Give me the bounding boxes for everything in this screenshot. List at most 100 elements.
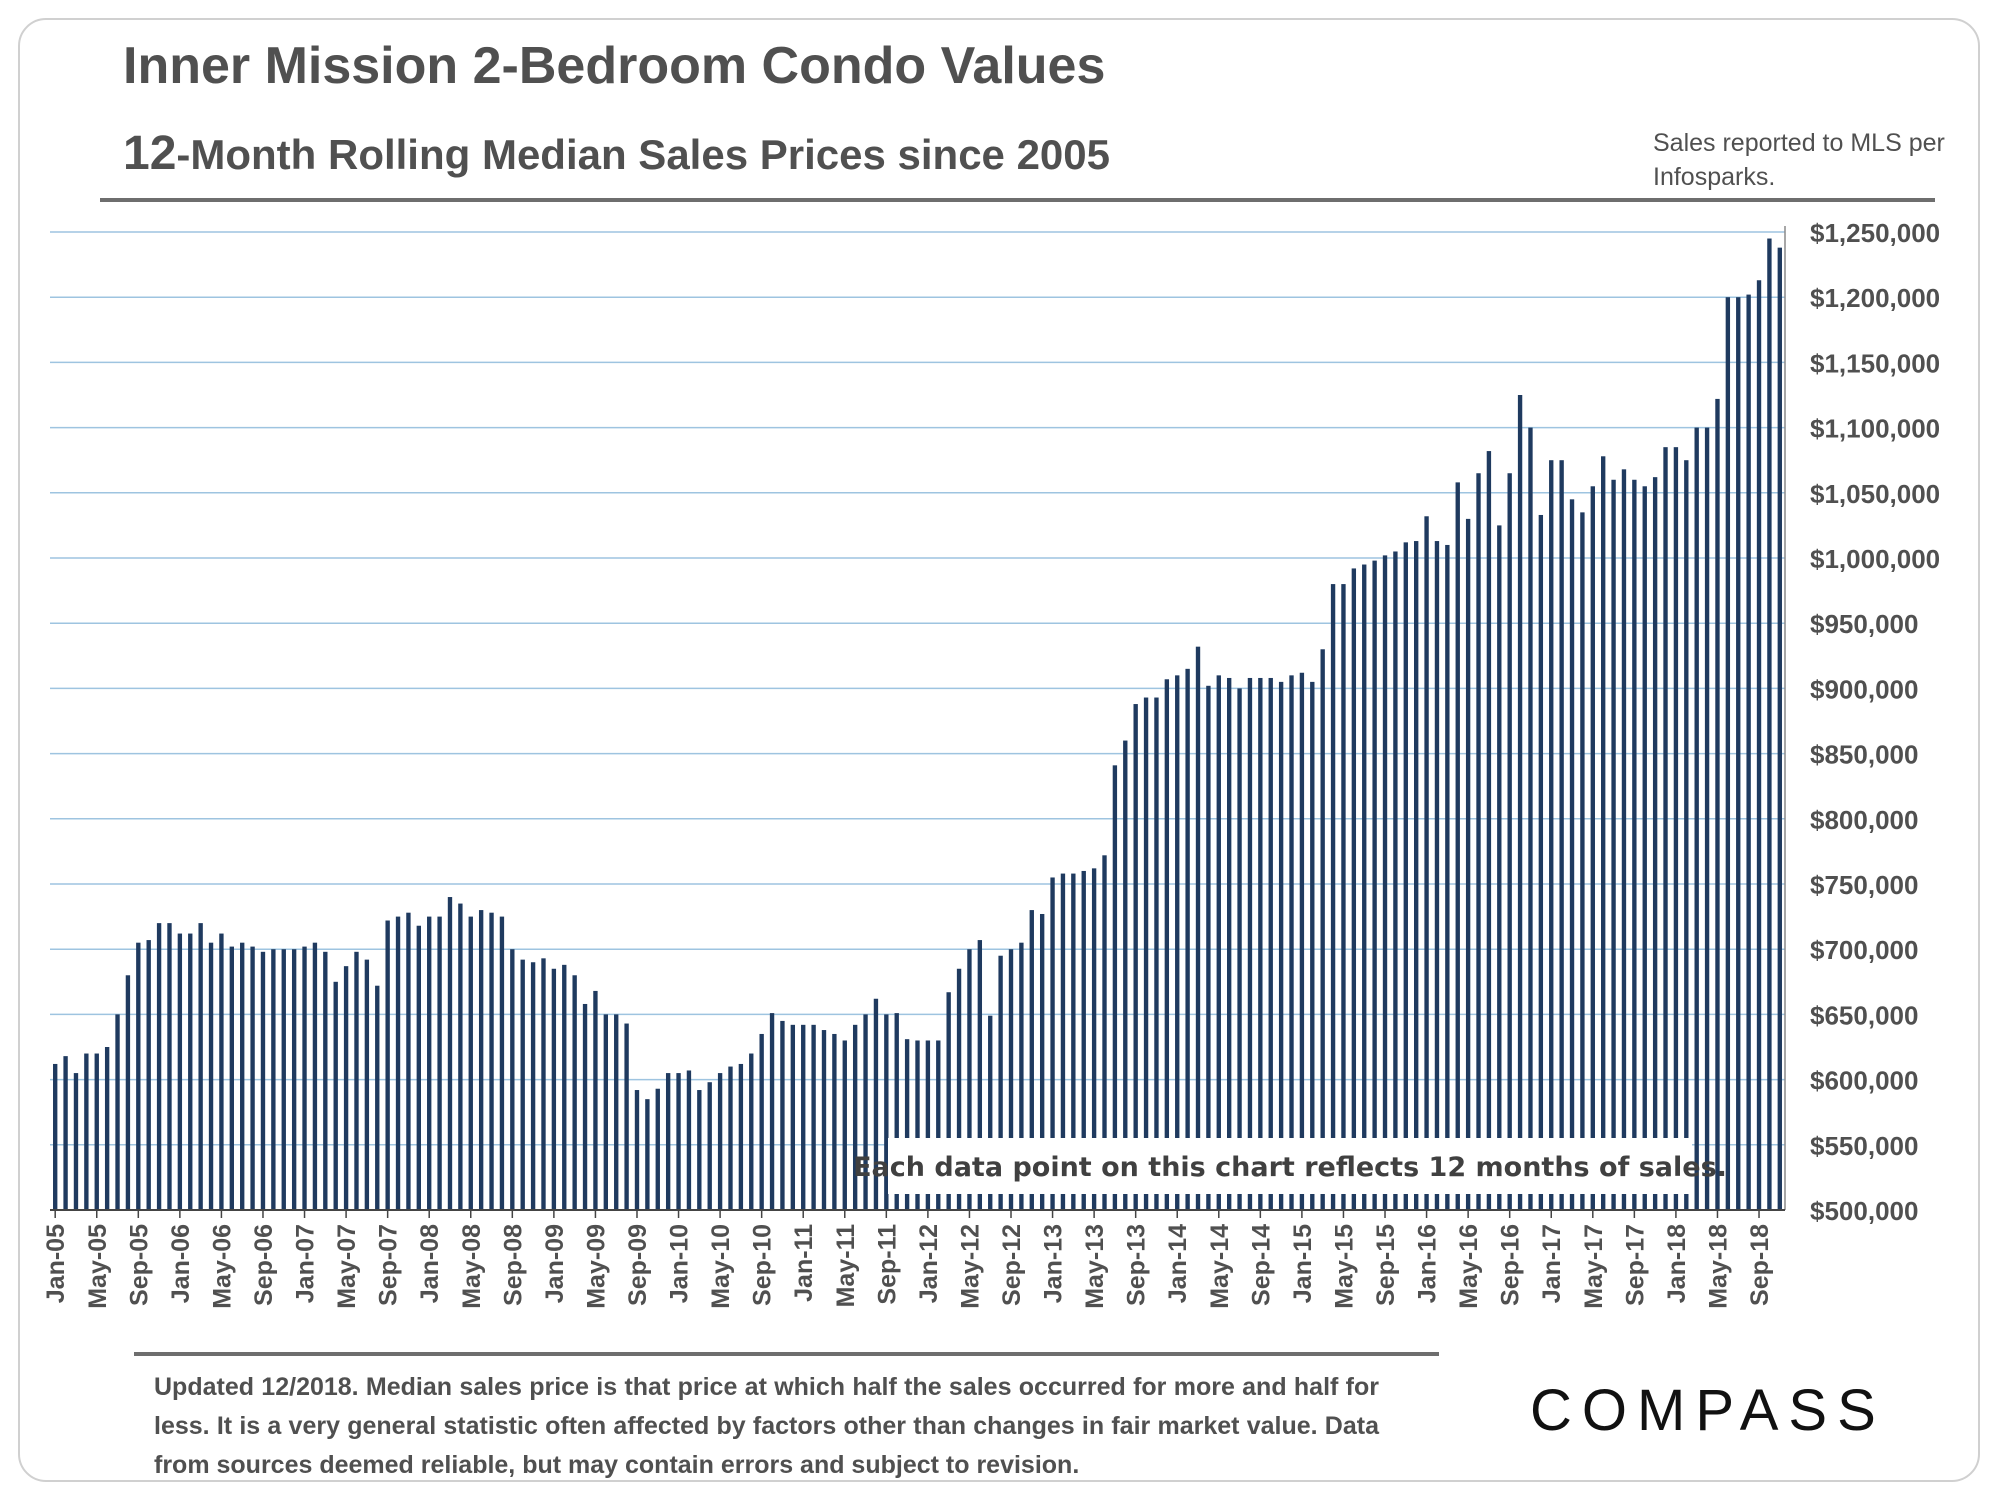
bar xyxy=(915,1040,920,1210)
bar xyxy=(1154,697,1159,1210)
x-tick-label: Sep-08 xyxy=(499,1224,527,1306)
bar xyxy=(323,951,328,1210)
bar xyxy=(53,1063,58,1210)
y-tick-label: $500,000 xyxy=(1810,1196,1918,1226)
bar xyxy=(1372,560,1377,1210)
bar xyxy=(697,1090,702,1210)
bar xyxy=(1102,855,1107,1210)
bar xyxy=(240,942,245,1210)
y-tick-label: $900,000 xyxy=(1810,674,1918,704)
bar xyxy=(1175,675,1180,1210)
chart-title: Inner Mission 2-Bedroom Condo Values xyxy=(123,37,1106,95)
bar xyxy=(1195,646,1201,1210)
bar xyxy=(1362,564,1367,1210)
bar xyxy=(1008,949,1014,1210)
bar xyxy=(406,912,411,1210)
bar xyxy=(198,923,203,1210)
bar xyxy=(156,923,162,1210)
bar xyxy=(967,949,972,1210)
y-tick-label: $1,150,000 xyxy=(1810,348,1940,378)
bar xyxy=(312,942,318,1210)
y-tick-label: $650,000 xyxy=(1810,1000,1918,1030)
x-tick-label: Jan-09 xyxy=(541,1224,569,1303)
bar xyxy=(1673,447,1679,1210)
bar xyxy=(1590,486,1595,1210)
bar xyxy=(1247,677,1253,1210)
x-tick-label: Jan-06 xyxy=(167,1224,195,1303)
bar xyxy=(624,1023,629,1210)
bar xyxy=(582,1003,588,1210)
bar xyxy=(728,1066,733,1210)
bar xyxy=(1403,542,1408,1210)
bar xyxy=(291,949,297,1210)
bar xyxy=(1517,395,1523,1210)
bar xyxy=(1341,584,1346,1210)
bar xyxy=(395,916,401,1210)
bar xyxy=(1414,541,1419,1210)
bar xyxy=(946,992,951,1210)
x-tick-label: Jan-13 xyxy=(1040,1224,1068,1303)
bar xyxy=(427,916,432,1210)
x-tick-label: May-11 xyxy=(832,1224,860,1307)
x-tick-label: May-05 xyxy=(84,1224,112,1309)
x-tick-label: Jan-15 xyxy=(1289,1224,1317,1303)
bar xyxy=(520,959,525,1210)
bar xyxy=(614,1014,619,1210)
annotation-text: Each data point on this chart reflects 1… xyxy=(853,1152,1727,1183)
bar xyxy=(1424,516,1429,1210)
bar xyxy=(1632,479,1637,1210)
x-tick-label: Jan-11 xyxy=(790,1224,818,1302)
bar xyxy=(1029,910,1034,1210)
chart-subtitle: 12-Month Rolling Median Sales Prices sin… xyxy=(123,126,1110,181)
bar xyxy=(936,1040,941,1210)
bar xyxy=(780,1020,785,1210)
x-tick-label: May-10 xyxy=(707,1224,735,1309)
x-tick-label: May-18 xyxy=(1704,1224,1732,1309)
x-tick-label: Sep-16 xyxy=(1497,1224,1525,1306)
bar xyxy=(416,925,421,1210)
bar xyxy=(738,1063,744,1210)
x-tick-label: May-15 xyxy=(1330,1224,1358,1309)
bar xyxy=(1434,541,1440,1210)
bar xyxy=(998,955,1003,1210)
x-tick-label: May-07 xyxy=(333,1224,361,1309)
bar xyxy=(645,1099,650,1210)
bar xyxy=(956,968,962,1210)
bar xyxy=(1486,451,1492,1210)
x-tick-label: May-16 xyxy=(1455,1224,1483,1309)
bar xyxy=(1694,427,1699,1211)
bar xyxy=(468,916,473,1210)
x-tick-label: Sep-13 xyxy=(1123,1224,1151,1306)
bar xyxy=(1455,482,1460,1210)
bar xyxy=(1330,584,1336,1210)
bar xyxy=(260,951,266,1210)
x-tick-label: Sep-17 xyxy=(1621,1224,1649,1306)
x-tick-label: Sep-15 xyxy=(1372,1224,1400,1306)
bar xyxy=(655,1088,660,1210)
bar xyxy=(1611,479,1616,1210)
x-tick-label: May-08 xyxy=(458,1224,486,1309)
bar xyxy=(676,1073,681,1210)
x-tick-label: May-09 xyxy=(582,1224,610,1309)
x-tick-label: Sep-14 xyxy=(1247,1224,1275,1306)
bar xyxy=(1528,427,1533,1211)
x-tick-label: Jan-18 xyxy=(1663,1224,1691,1303)
bar xyxy=(84,1053,89,1210)
bar xyxy=(1736,297,1741,1210)
bar xyxy=(1777,247,1782,1210)
bar xyxy=(904,1039,910,1210)
bar xyxy=(749,1053,754,1210)
bar xyxy=(1289,675,1294,1210)
bar xyxy=(177,933,183,1210)
bar xyxy=(1580,512,1585,1210)
bar xyxy=(1756,280,1762,1210)
bar xyxy=(821,1030,827,1210)
bar xyxy=(1081,870,1086,1210)
bar xyxy=(1393,551,1398,1210)
bar xyxy=(229,946,234,1210)
bar xyxy=(1123,740,1128,1210)
bar xyxy=(1642,486,1647,1210)
bar xyxy=(458,903,463,1210)
bar xyxy=(1465,518,1471,1210)
y-tick-label: $1,050,000 xyxy=(1810,479,1940,509)
